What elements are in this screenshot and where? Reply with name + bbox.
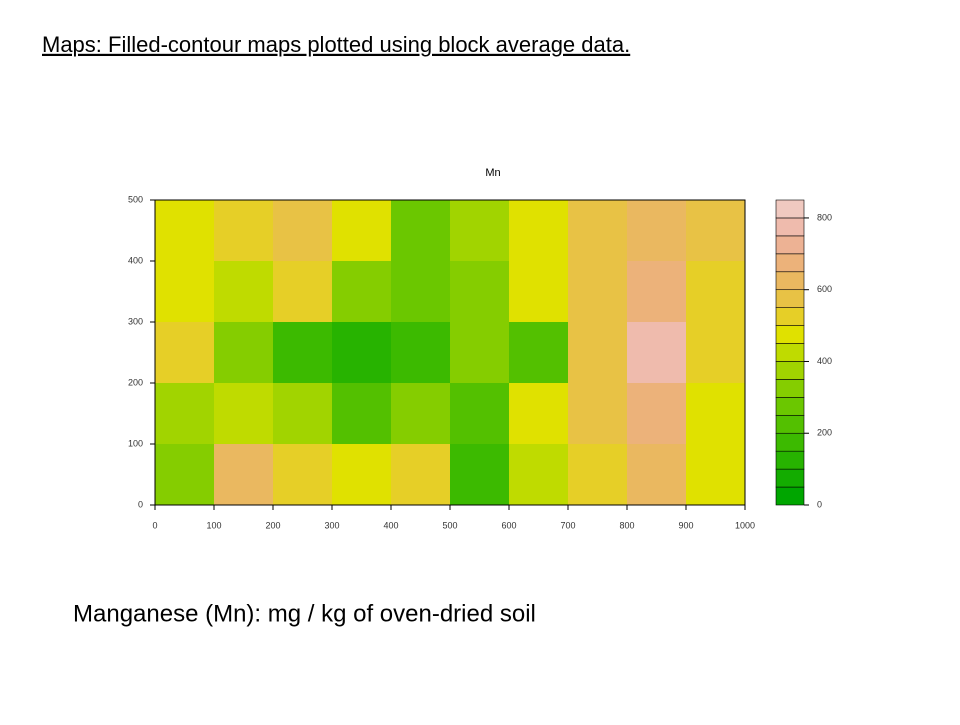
colorbar-tick-label: 0	[817, 499, 822, 509]
contour-cell	[273, 444, 333, 506]
y-tick-label: 400	[128, 255, 143, 265]
contour-cell	[214, 383, 274, 445]
y-tick-label: 100	[128, 438, 143, 448]
caption: Manganese (Mn): mg / kg of oven-dried so…	[73, 600, 536, 627]
colorbar-tick-label: 200	[817, 428, 832, 438]
contour-cell	[627, 200, 687, 262]
contour-cell	[155, 322, 215, 384]
contour-cell	[568, 322, 628, 384]
x-tick-label: 800	[619, 520, 634, 530]
slide-heading: Maps: Filled-contour maps plotted using …	[42, 32, 630, 57]
x-tick-label: 1000	[735, 520, 755, 530]
colorbar-box	[775, 361, 805, 380]
contour-cell	[391, 200, 451, 262]
colorbar-box	[775, 432, 805, 452]
contour-cell	[214, 261, 274, 323]
contour-cell	[391, 261, 451, 323]
contour-cell	[273, 322, 333, 384]
colorbar-box	[775, 325, 805, 344]
colorbar-box	[775, 289, 805, 308]
contour-cell	[627, 444, 687, 506]
x-tick-label: 600	[501, 520, 516, 530]
contour-cell	[509, 444, 569, 506]
contour-cell	[332, 261, 392, 323]
colorbar-box	[775, 414, 805, 434]
contour-cell	[509, 383, 569, 445]
contour-cell	[450, 322, 510, 384]
x-tick-label: 700	[560, 520, 575, 530]
x-tick-label: 0	[152, 520, 157, 530]
contour-cell	[509, 200, 569, 262]
colorbar-box	[775, 397, 805, 416]
contour-cell	[686, 444, 746, 506]
y-tick-label: 500	[128, 194, 143, 204]
contour-cell	[332, 322, 392, 384]
x-tick-label: 100	[206, 520, 221, 530]
colorbar-box	[775, 307, 805, 326]
colorbar-box	[775, 450, 805, 470]
contour-cell	[568, 261, 628, 323]
contour-cell	[155, 444, 215, 506]
x-tick-label: 300	[324, 520, 339, 530]
contour-cell	[332, 444, 392, 506]
contour-cell	[450, 383, 510, 445]
contour-cell	[627, 322, 687, 384]
contour-cell	[391, 383, 451, 445]
x-tick-label: 900	[678, 520, 693, 530]
contour-cell	[686, 261, 746, 323]
colorbar-box	[775, 468, 805, 488]
contour-cell	[568, 383, 628, 445]
colorbar-tick-label: 800	[817, 212, 832, 222]
contour-cell	[568, 444, 628, 506]
x-tick-label: 200	[265, 520, 280, 530]
colorbar-tick-label: 400	[817, 356, 832, 366]
colorbar-box	[775, 379, 805, 398]
contour-cell	[509, 261, 569, 323]
contour-cell	[332, 383, 392, 445]
colorbar-box	[775, 271, 805, 291]
chart-title: Mn	[485, 167, 500, 179]
colorbar-box	[775, 199, 805, 219]
contour-cell	[332, 200, 392, 262]
contour-cell	[391, 444, 451, 506]
contour-cell	[155, 200, 215, 262]
colorbar-box	[775, 486, 805, 506]
contour-cell	[450, 261, 510, 323]
contour-cell	[450, 200, 510, 262]
contour-cell	[627, 383, 687, 445]
x-tick-label: 400	[383, 520, 398, 530]
contour-cell	[686, 200, 746, 262]
contour-cell	[214, 322, 274, 384]
contour-cell	[273, 200, 333, 262]
y-tick-label: 200	[128, 377, 143, 387]
contour-cell	[686, 383, 746, 445]
x-tick-label: 500	[442, 520, 457, 530]
colorbar-box	[775, 217, 805, 237]
contour-cell	[509, 322, 569, 384]
contour-cell	[214, 444, 274, 506]
y-tick-label: 0	[138, 499, 143, 509]
contour-cell	[214, 200, 274, 262]
colorbar-box	[775, 235, 805, 255]
y-tick-label: 300	[128, 316, 143, 326]
contour-cell	[450, 444, 510, 506]
colorbar-box	[775, 253, 805, 273]
contour-cell	[568, 200, 628, 262]
colorbar-box	[775, 343, 805, 362]
contour-cell	[273, 261, 333, 323]
contour-cell	[273, 383, 333, 445]
contour-cell	[155, 261, 215, 323]
contour-cell	[627, 261, 687, 323]
contour-cell	[686, 322, 746, 384]
contour-cell	[155, 383, 215, 445]
contour-cell	[391, 322, 451, 384]
colorbar-tick-label: 600	[817, 284, 832, 294]
